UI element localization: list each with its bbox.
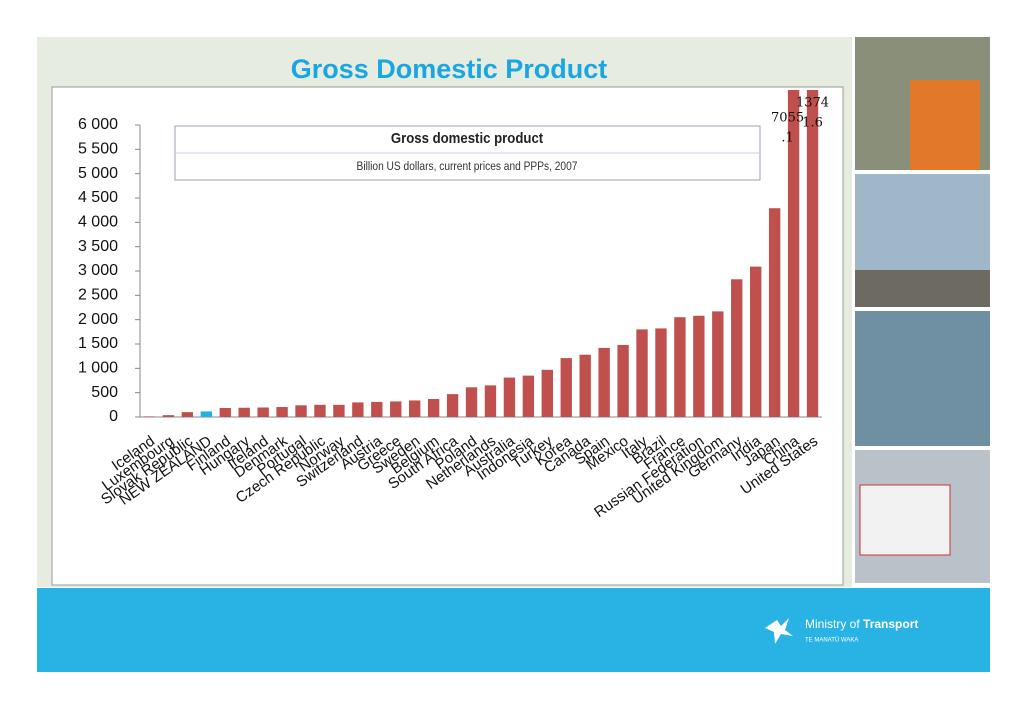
logo-name: Ministry of Transport — [805, 617, 918, 631]
logo-subtitle: TE MANATŪ WAKA — [805, 637, 858, 644]
bar — [806, 90, 819, 417]
bar — [731, 279, 743, 417]
logo-name-part: Ministry of — [805, 617, 860, 631]
bar — [560, 358, 572, 417]
bar — [390, 401, 402, 417]
y-tick-label: 3 500 — [78, 238, 118, 255]
value-label: 1.6 — [802, 116, 823, 131]
bar — [219, 407, 231, 417]
value-label: .1 — [781, 131, 793, 146]
bar — [465, 387, 478, 417]
y-tick-label: 2 000 — [78, 311, 118, 328]
bar — [750, 266, 762, 417]
bar — [712, 311, 724, 417]
y-tick-label: 2 500 — [78, 287, 118, 304]
logo-name-bold: Transport — [863, 617, 918, 631]
bar — [200, 411, 212, 417]
photo — [855, 311, 990, 446]
chart-subtitle: Billion US dollars, current prices and P… — [357, 160, 578, 173]
y-tick-label: 4 000 — [78, 214, 118, 231]
bar — [181, 412, 194, 417]
y-tick-label: 1 000 — [78, 360, 118, 377]
bar — [541, 369, 553, 417]
bar — [276, 407, 288, 417]
bar — [522, 375, 535, 417]
bar — [427, 398, 440, 417]
slide-title: Gross Domestic Product — [291, 54, 608, 84]
value-label: 7055 — [771, 111, 804, 126]
bar — [238, 407, 250, 417]
bar — [409, 400, 421, 417]
y-tick-label: 5 000 — [78, 165, 118, 182]
footer — [37, 588, 990, 672]
photo-detail — [855, 270, 990, 307]
y-tick-label: 500 — [91, 384, 118, 401]
bar — [768, 208, 781, 417]
bar — [579, 354, 591, 417]
bar — [598, 347, 610, 417]
bar — [636, 329, 648, 417]
bars — [143, 90, 819, 418]
bar — [484, 385, 497, 417]
photo-detail — [859, 484, 951, 556]
photos — [855, 37, 990, 583]
logo: Ministry of Transport TE MANATŪ WAKA — [765, 617, 918, 644]
bar — [143, 416, 156, 417]
bar — [787, 90, 800, 418]
bar — [314, 404, 326, 417]
y-tick-label: 0 — [109, 408, 118, 425]
logo-mark — [765, 618, 793, 644]
photo-detail — [910, 80, 980, 170]
bar — [162, 415, 175, 417]
y-tick-label: 5 500 — [78, 141, 118, 158]
bar — [655, 328, 667, 417]
bar — [352, 402, 364, 417]
bar — [693, 315, 705, 417]
chart-title: Gross domestic product — [391, 129, 544, 146]
y-tick-label: 4 500 — [78, 189, 118, 206]
y-tick-label: 1 500 — [78, 335, 118, 352]
value-label: 1374 — [796, 96, 829, 111]
bar — [446, 394, 459, 417]
bar — [617, 344, 629, 417]
y-tick-label: 3 000 — [78, 262, 118, 279]
y-tick-label: 6 000 — [78, 116, 118, 133]
bar — [371, 401, 383, 417]
bar — [257, 407, 269, 417]
bar — [333, 404, 345, 417]
bar — [503, 377, 516, 417]
bar — [295, 405, 307, 417]
bar — [674, 317, 686, 417]
